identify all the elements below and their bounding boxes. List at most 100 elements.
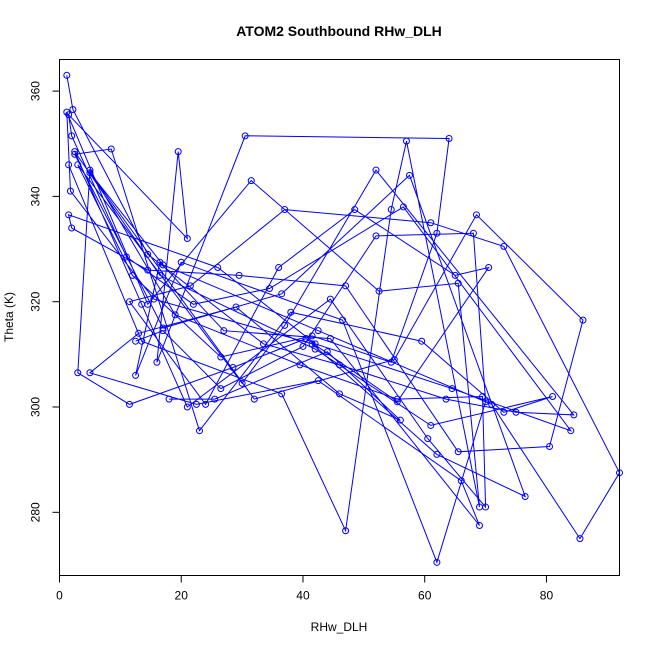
data-point <box>427 219 435 227</box>
data-point <box>500 242 508 250</box>
data-point <box>393 398 401 406</box>
x-tick-label: 80 <box>540 589 554 603</box>
data-point <box>299 342 307 350</box>
data-point <box>469 229 477 237</box>
data-point <box>500 408 508 416</box>
series-line <box>66 75 621 540</box>
data-point <box>63 71 71 79</box>
x-tick-label: 60 <box>418 589 432 603</box>
data-point <box>238 379 246 387</box>
data-point <box>66 187 74 195</box>
data-point <box>308 340 316 348</box>
data-point <box>445 134 453 142</box>
data-point <box>512 408 520 416</box>
data-point <box>336 361 343 369</box>
data-point <box>339 316 347 324</box>
y-axis: 280 300 320 340 360 <box>29 81 60 522</box>
data-point <box>488 400 496 408</box>
data-point <box>387 206 395 214</box>
data-point <box>159 327 167 335</box>
x-axis-label: RHw_DLH <box>311 620 368 634</box>
data-point <box>472 211 480 219</box>
data-point <box>281 206 289 214</box>
data-point <box>485 263 493 271</box>
data-point <box>165 395 173 403</box>
chart-title: ATOM2 Southbound RHw_DLH <box>236 23 442 39</box>
data-point <box>549 392 557 400</box>
data-point <box>183 235 191 243</box>
data-point <box>129 271 137 279</box>
data-point <box>68 224 76 232</box>
data-point <box>570 411 578 419</box>
data-point <box>63 108 71 116</box>
data-point <box>65 211 73 219</box>
data-point <box>86 169 94 177</box>
data-point <box>375 287 383 295</box>
data-point <box>476 503 483 511</box>
data-point <box>68 132 76 140</box>
data-point <box>311 345 319 353</box>
data-point <box>144 250 152 258</box>
data-point <box>74 369 82 377</box>
data-point <box>241 132 249 140</box>
data-point <box>126 298 133 306</box>
data-point <box>266 285 273 293</box>
data-point <box>217 385 225 393</box>
data-point <box>351 206 359 214</box>
data-point <box>390 356 398 364</box>
data-point <box>433 229 441 237</box>
data-point <box>521 493 529 501</box>
data-point <box>314 327 322 335</box>
data-point <box>156 258 164 266</box>
data-point <box>442 395 450 403</box>
series-layer <box>63 71 623 566</box>
data-point <box>326 335 334 343</box>
data-point <box>192 400 200 408</box>
data-point <box>579 316 587 324</box>
data-point <box>107 145 115 153</box>
data-point <box>74 161 82 169</box>
data-point <box>616 469 623 477</box>
data-point <box>275 263 283 271</box>
data-point <box>71 150 79 158</box>
data-point <box>259 340 267 348</box>
data-point <box>406 171 413 179</box>
data-point <box>153 358 161 366</box>
x-tick-label: 0 <box>56 589 63 603</box>
data-point <box>433 558 441 566</box>
y-tick-label: 360 <box>29 81 43 101</box>
y-axis-label: Theta (K) <box>2 292 16 342</box>
data-point <box>278 290 286 298</box>
data-point <box>186 282 194 290</box>
data-point <box>250 395 258 403</box>
data-point <box>457 477 465 485</box>
data-point <box>314 377 322 385</box>
data-point <box>418 337 426 345</box>
data-point <box>132 337 140 345</box>
series-line <box>88 232 487 564</box>
data-point <box>546 443 553 450</box>
data-point <box>211 395 219 403</box>
data-point <box>323 348 331 356</box>
data-point <box>451 271 459 279</box>
data-point <box>177 258 185 266</box>
data-point <box>372 166 380 174</box>
data-point <box>326 295 334 303</box>
data-point <box>189 300 197 308</box>
data-point <box>402 137 410 145</box>
data-point <box>132 371 140 379</box>
data-point <box>232 303 240 311</box>
data-point <box>448 385 456 393</box>
data-point <box>171 311 179 319</box>
data-point <box>214 263 222 271</box>
data-point <box>65 161 73 169</box>
y-tick-label: 280 <box>29 502 43 522</box>
data-point <box>150 295 158 303</box>
data-point <box>433 450 441 458</box>
data-point <box>202 400 210 408</box>
data-point <box>287 308 295 316</box>
data-point <box>454 279 462 287</box>
x-tick-label: 40 <box>296 589 310 603</box>
data-point <box>217 353 225 361</box>
